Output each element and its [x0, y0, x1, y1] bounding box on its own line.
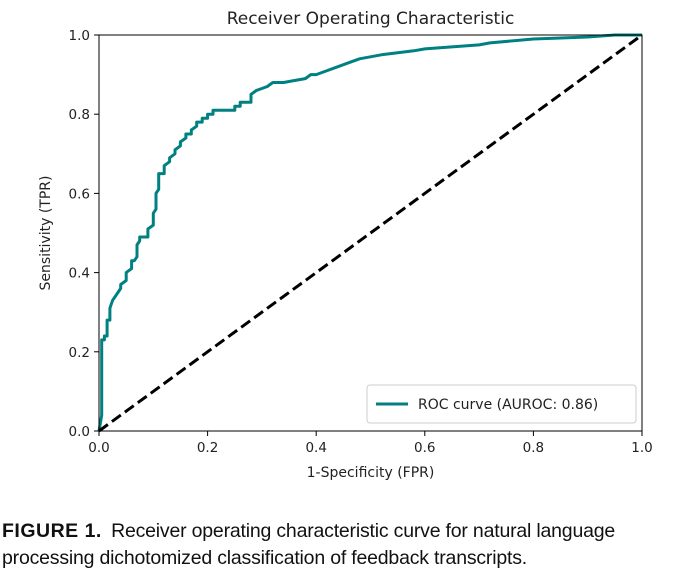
y-axis-label: Sensitivity (TPR) [38, 176, 54, 291]
x-axis-label: 1-Specificity (FPR) [307, 465, 435, 481]
x-tick-label: 0.4 [305, 440, 326, 456]
caption-text: Receiver operating characteristic curve … [2, 520, 616, 569]
y-tick-label: 0.4 [69, 266, 90, 282]
x-tick-label: 0.0 [88, 440, 109, 456]
legend-label: ROC curve (AUROC: 0.86) [418, 397, 598, 413]
y-tick-label: 1.0 [69, 28, 90, 44]
chart-title: Receiver Operating Characteristic [227, 9, 515, 29]
y-tick-label: 0.2 [69, 345, 90, 361]
caption-label: FIGURE 1. [2, 520, 102, 542]
figure-caption: FIGURE 1. Receiver operating characteris… [2, 518, 692, 572]
roc-chart: Receiver Operating Characteristic 0.0 0.2 0… [38, 9, 653, 481]
legend-box [366, 384, 637, 424]
x-tick-label: 0.2 [197, 440, 218, 456]
y-tick-label: 0.6 [69, 186, 90, 202]
y-tick-label: 0.8 [69, 107, 90, 123]
x-tick-label: 1.0 [631, 440, 652, 456]
y-tick-label: 0.0 [69, 424, 90, 440]
chance-diagonal-line [98, 33, 643, 433]
plot-frame [98, 34, 643, 432]
x-tick-label: 0.8 [523, 440, 544, 456]
roc-curve-line [97, 33, 642, 432]
x-tick-label: 0.6 [414, 440, 435, 456]
